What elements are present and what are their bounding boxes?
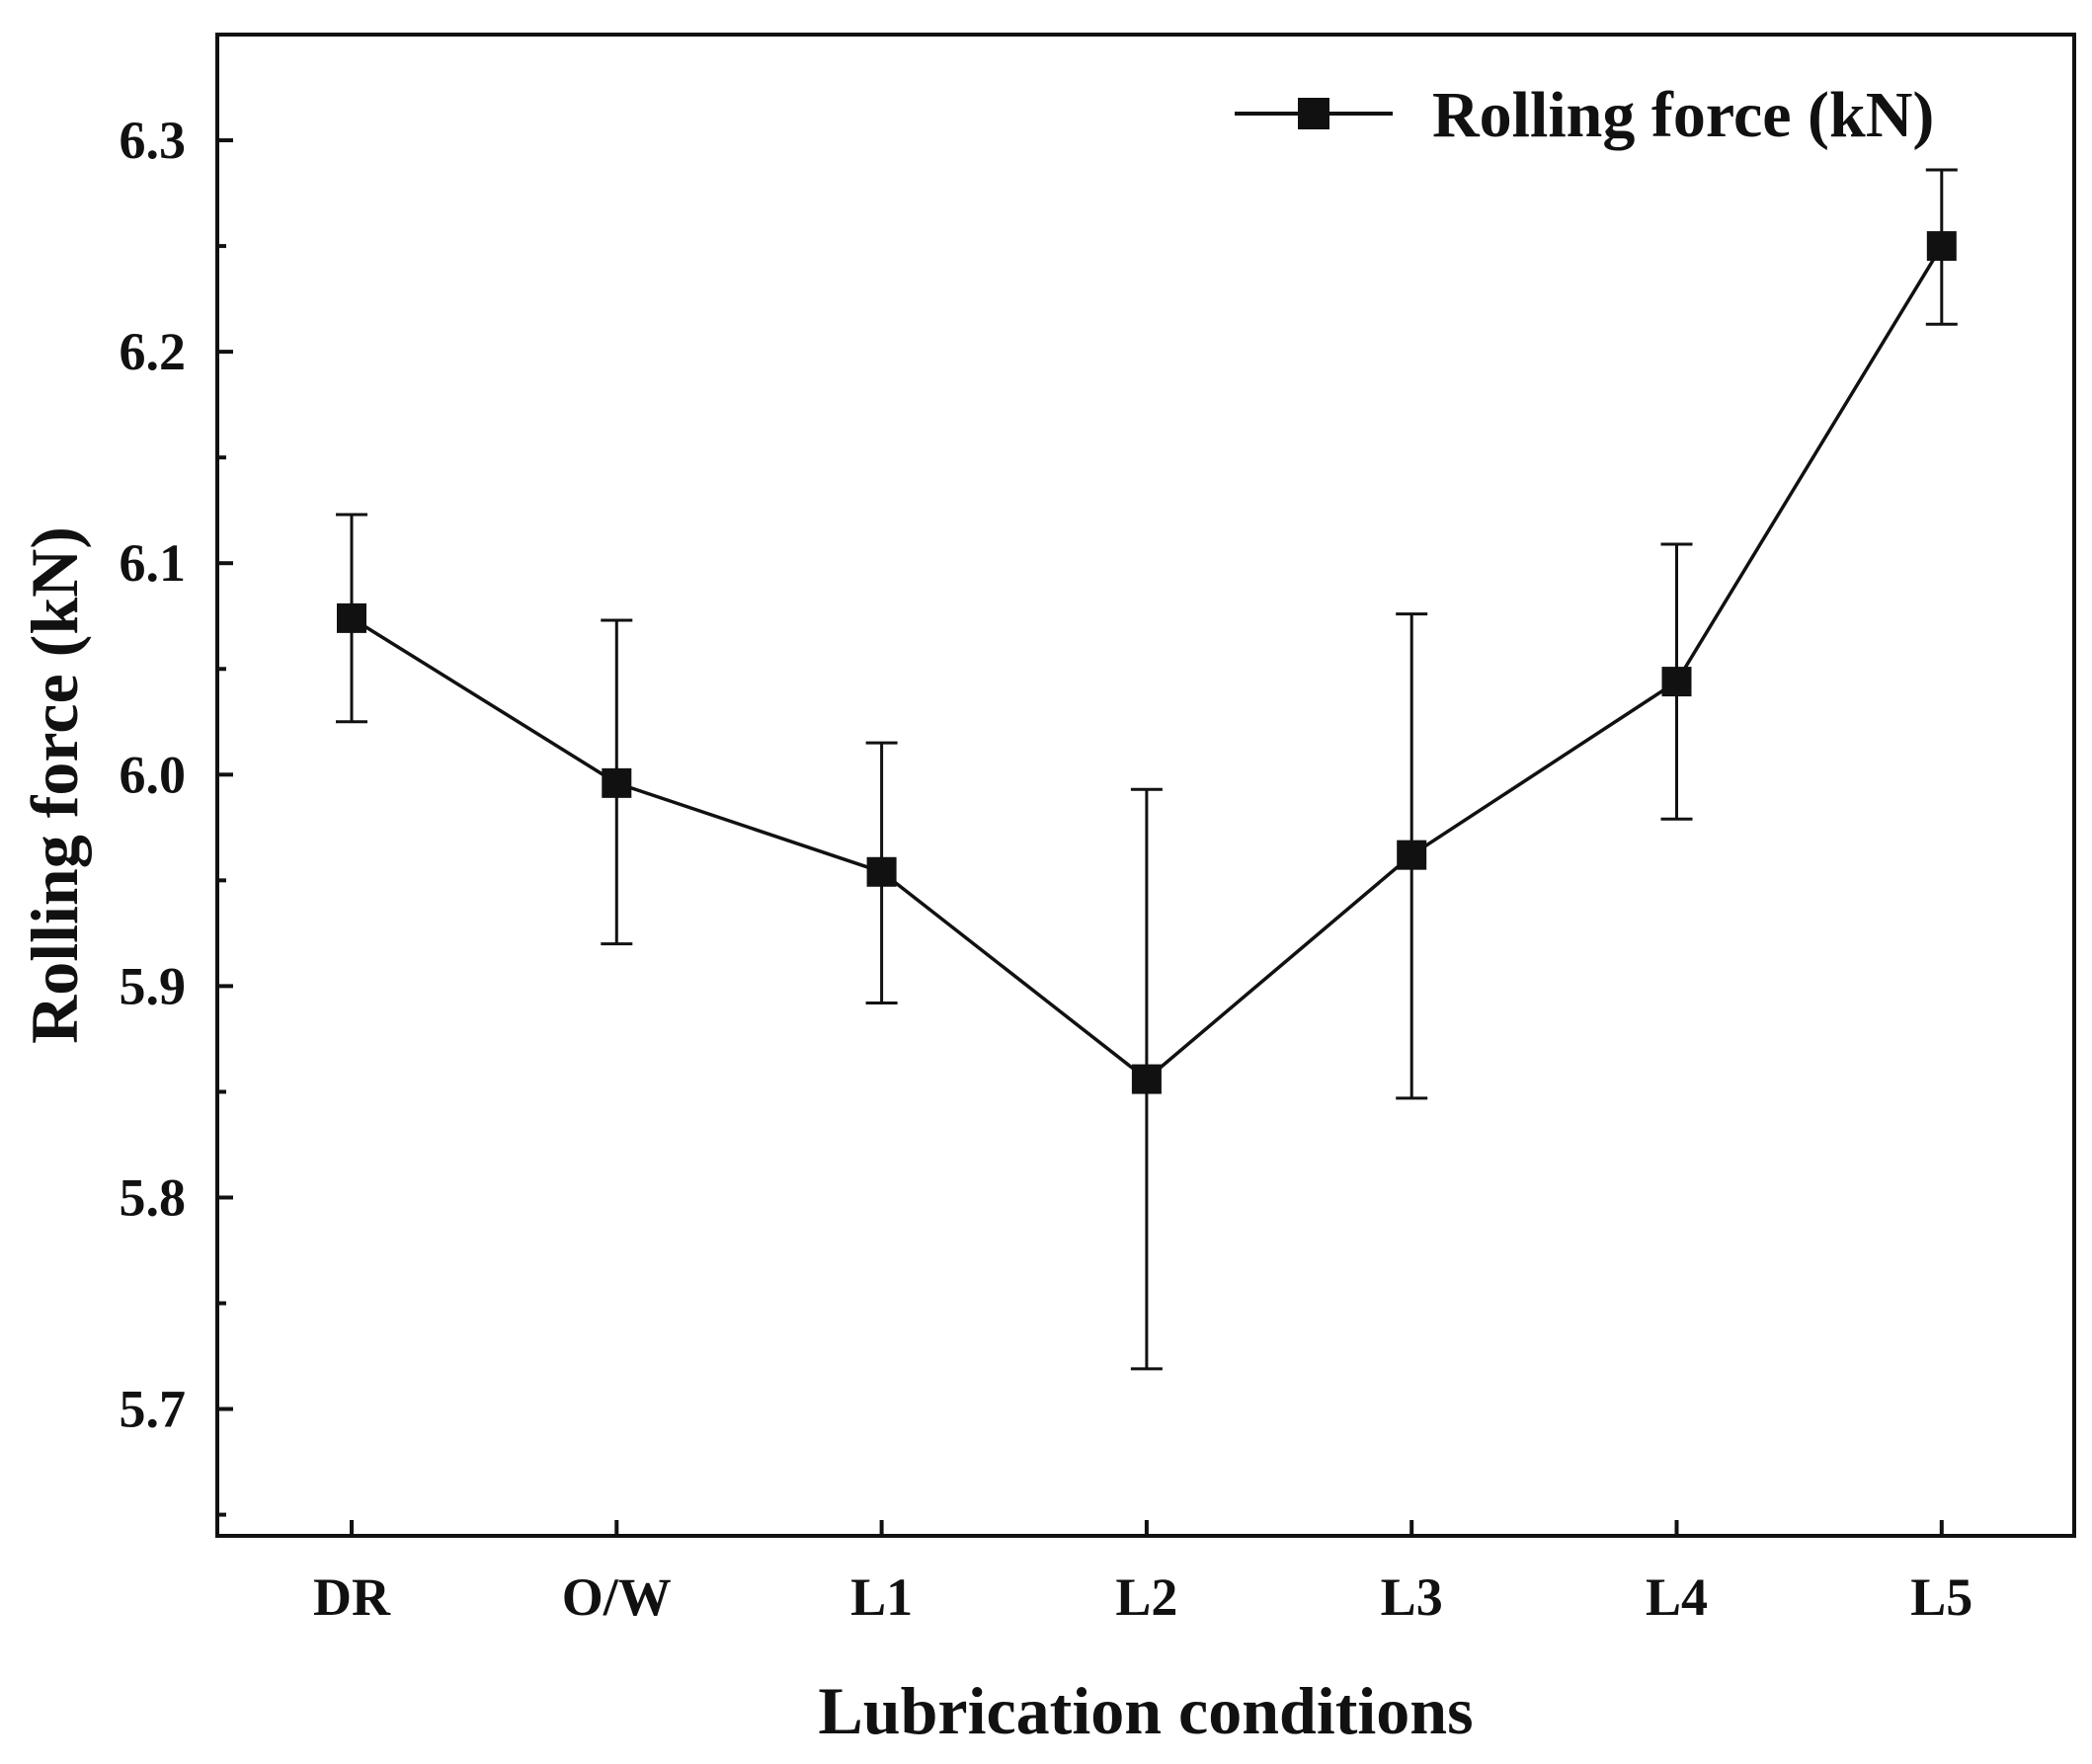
x-tick-label: L3: [1381, 1567, 1443, 1627]
legend-marker-square: [1298, 98, 1329, 129]
data-point-marker: [1397, 840, 1427, 870]
x-tick-label: L2: [1115, 1567, 1177, 1627]
y-axis-ticks: 5.7 5.8 5.9 6.0 6.1 6.2 6.3: [120, 111, 233, 1517]
data-point-marker: [1661, 667, 1692, 697]
data-point-marker: [602, 767, 632, 798]
legend-label: Rolling force (kN): [1432, 79, 1934, 151]
y-tick-label: 6.1: [120, 533, 187, 593]
x-tick-label: DR: [313, 1567, 391, 1627]
data-point-marker: [337, 602, 366, 633]
x-axis-title: Lubrication conditions: [818, 1673, 1473, 1748]
y-tick-label: 6.2: [120, 322, 187, 381]
data-point-marker: [866, 856, 897, 887]
x-tick-label: L5: [1910, 1567, 1972, 1627]
data-point-marker: [1131, 1064, 1162, 1094]
x-tick-label: L1: [850, 1567, 913, 1627]
x-tick-label: L4: [1646, 1567, 1708, 1627]
y-axis-title: Rolling force (kN): [17, 526, 92, 1044]
y-tick-label: 6.3: [120, 111, 187, 170]
y-tick-label: 5.7: [120, 1380, 187, 1439]
y-tick-label: 5.9: [120, 956, 187, 1015]
data-point-marker: [1926, 231, 1957, 262]
legend: Rolling force (kN): [1235, 79, 1934, 151]
y-tick-label: 5.8: [120, 1167, 187, 1227]
series-layer: [336, 168, 1958, 1371]
x-tick-label: O/W: [562, 1567, 672, 1627]
x-axis-ticks: DR O/W L1 L2 L3 L4 L5: [313, 1520, 1972, 1627]
y-tick-label: 6.0: [120, 745, 187, 804]
